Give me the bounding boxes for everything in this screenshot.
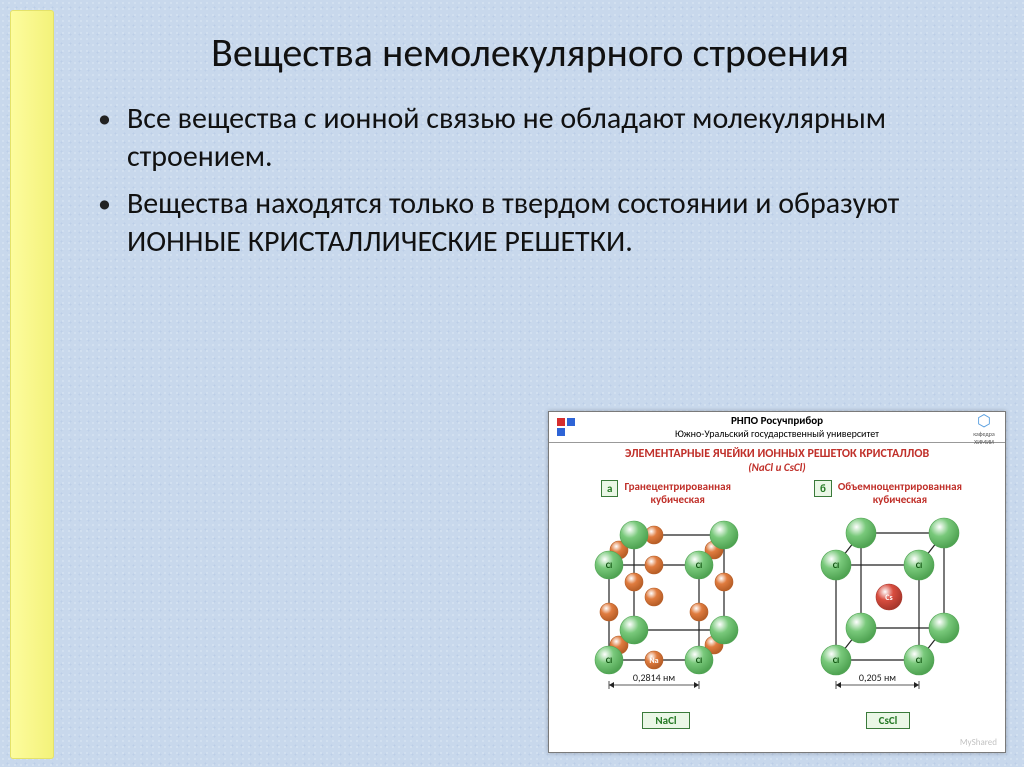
compound-a: NaCl xyxy=(642,712,689,729)
bullet-dot: • xyxy=(98,100,111,136)
dept-label: кафедра ХИМИИ xyxy=(969,430,999,446)
svg-text:Cl: Cl xyxy=(915,561,921,571)
cell-a-column: а Гранецентрированная кубическая NaClClC… xyxy=(561,480,771,729)
svg-text:0,205 нм: 0,205 нм xyxy=(858,671,895,684)
svg-text:Cl: Cl xyxy=(915,656,921,666)
slide-title: Вещества немолекулярного строения xyxy=(70,30,990,76)
figure-subtitle: (NaCl и CsCl) xyxy=(549,461,1005,478)
svg-text:Cl: Cl xyxy=(695,561,701,571)
svg-text:Cl: Cl xyxy=(605,656,611,666)
svg-text:Cl: Cl xyxy=(695,656,701,666)
bullet-text: Все вещества с ионной связью не обладают… xyxy=(127,100,990,177)
bullet-dot: • xyxy=(98,185,111,221)
hex-icon: ⬡ xyxy=(969,414,999,430)
cell-b-diagram: Cs Cl Cl Cl Cl 0,205 нм xyxy=(783,510,993,710)
slide-content: Вещества немолекулярного строения • Все … xyxy=(70,30,990,270)
lattice-figure: ⬡ кафедра ХИМИИ РНПО Росучприбор Южно-Ур… xyxy=(548,411,1006,753)
cell-b-column: б Объемноцентрированная кубическая CsClC… xyxy=(783,480,993,729)
figure-title: ЭЛЕМЕНТАРНЫЕ ЯЧЕЙКИ ИОННЫХ РЕШЕТОК КРИСТ… xyxy=(549,443,1005,461)
svg-text:Cs: Cs xyxy=(885,593,892,603)
svg-text:Cl: Cl xyxy=(605,561,611,571)
svg-text:Cl: Cl xyxy=(832,656,838,666)
svg-text:0,2814 нм: 0,2814 нм xyxy=(632,671,674,684)
cell-a-diagram: Na Cl Cl Cl Cl 0,2814 нм xyxy=(561,510,771,710)
cell-letter-b: б xyxy=(814,480,832,497)
compound-b: CsCl xyxy=(866,712,911,729)
figure-header: ⬡ кафедра ХИМИИ РНПО Росучприбор Южно-Ур… xyxy=(549,412,1005,443)
svg-text:Cl: Cl xyxy=(832,561,838,571)
dept-logo: ⬡ кафедра ХИМИИ xyxy=(969,414,999,446)
org-name-bottom: Южно-Уральский государственный университ… xyxy=(555,427,999,440)
figure-body: а Гранецентрированная кубическая NaClClC… xyxy=(549,478,1005,729)
list-item: • Все вещества с ионной связью не облада… xyxy=(98,100,990,177)
org-logo-icon xyxy=(555,416,577,438)
cell-letter-a: а xyxy=(601,480,618,497)
list-item: • Вещества находятся только в твердом со… xyxy=(98,185,990,262)
bullet-list: • Все вещества с ионной связью не облада… xyxy=(98,100,990,262)
cell-a-name: Гранецентрированная кубическая xyxy=(624,480,731,506)
watermark: MyShared xyxy=(960,737,997,748)
org-name-top: РНПО Росучприбор xyxy=(555,414,999,427)
cell-b-name: Объемноцентрированная кубическая xyxy=(838,480,962,506)
slide-accent-strip xyxy=(10,10,54,759)
svg-text:Na: Na xyxy=(649,656,658,666)
bullet-text: Вещества находятся только в твердом сост… xyxy=(127,185,990,262)
